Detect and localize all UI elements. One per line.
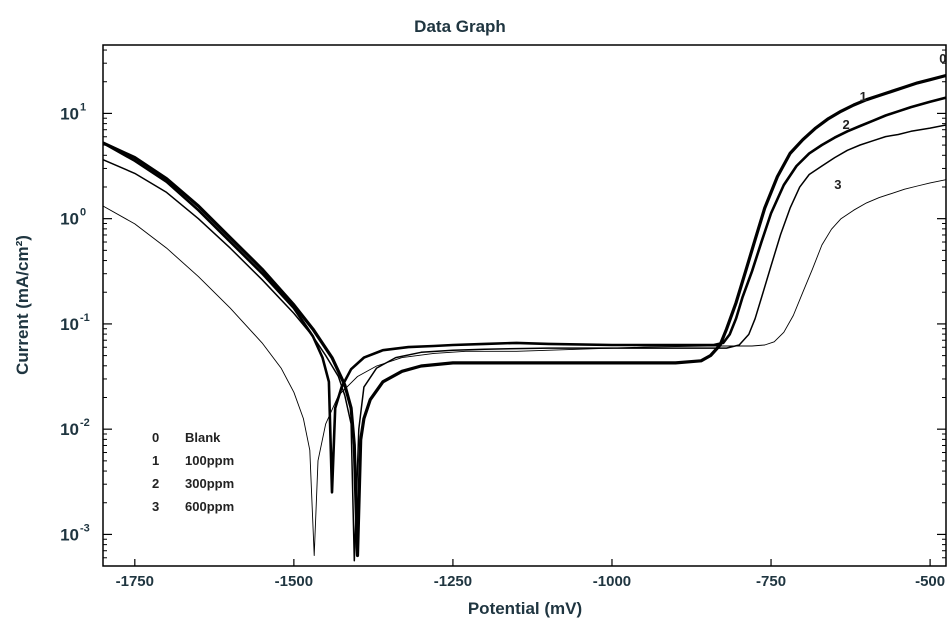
legend: 0 Blank 1 100ppm 2 300ppm 3 600ppm: [152, 430, 234, 514]
y-tick-label-exp: -3: [80, 522, 90, 534]
legend-key: 0: [152, 430, 159, 445]
y-tick-label-exp: -2: [80, 417, 90, 429]
series-layer: [103, 73, 946, 562]
legend-label: 300ppm: [185, 476, 234, 491]
x-tick-label: -1000: [593, 573, 631, 590]
y-tick-label-base: 10: [60, 420, 79, 439]
y-tick-label-exp: -1: [80, 312, 90, 324]
x-axis-ticks: -1750 -1500 -1250 -1000 -750 -500: [116, 559, 945, 590]
x-tick-label: -1750: [116, 573, 154, 590]
x-axis-label: Potential (mV): [468, 599, 582, 618]
curve-label-0: 0: [939, 51, 946, 66]
legend-key: 2: [152, 476, 159, 491]
y-tick-label-base: 10: [60, 525, 79, 544]
x-tick-label: -750: [756, 573, 786, 590]
curve-label-3: 3: [834, 177, 841, 192]
legend-label: Blank: [185, 430, 221, 445]
y-tick-label-base: 10: [60, 210, 79, 229]
y-tick-label-exp: 1: [80, 101, 86, 113]
curve-labels: 0 12 3: [834, 51, 946, 192]
curve-label-2: 2: [842, 117, 849, 132]
y-axis-label: Current (mA/cm²): [13, 235, 32, 375]
y-tick-label-base: 10: [60, 315, 79, 334]
x-tick-label: -1250: [434, 573, 472, 590]
x-tick-label: -1500: [275, 573, 313, 590]
legend-key: 1: [152, 453, 159, 468]
plot-frame: [102, 44, 947, 567]
y-tick-label-exp: 0: [80, 207, 86, 219]
legend-label: 100ppm: [185, 453, 234, 468]
chart-title: Data Graph: [414, 17, 506, 36]
legend-label: 600ppm: [185, 499, 234, 514]
series-line-3: [103, 179, 946, 556]
series-line-0: [103, 73, 946, 558]
x-tick-label: -500: [915, 573, 945, 590]
series-line-1: [103, 96, 946, 494]
legend-key: 3: [152, 499, 159, 514]
curve-label-1: 1: [860, 89, 867, 104]
y-tick-label-base: 10: [60, 104, 79, 123]
